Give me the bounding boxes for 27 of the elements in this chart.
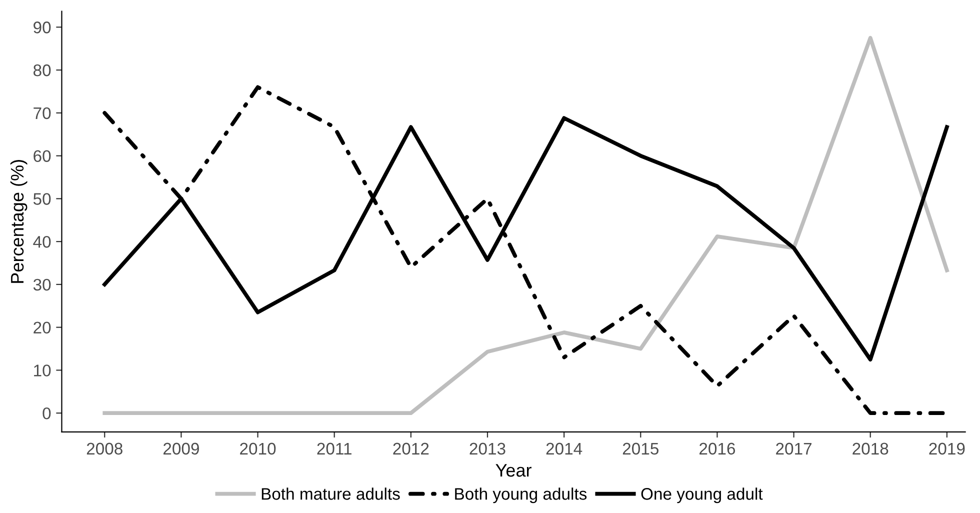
y-tick-label: 50 [33, 193, 51, 205]
x-tick-label: 2011 [317, 442, 352, 455]
legend-label: Both mature adults [262, 488, 400, 500]
y-tick-label: 40 [33, 236, 51, 248]
y-tick-label: 20 [34, 322, 51, 334]
x-tick-label: 2010 [240, 442, 276, 455]
y-axis-title: Percentage (%) [10, 160, 28, 283]
x-tick-label: 2008 [86, 442, 122, 455]
x-tick-label: 2009 [163, 442, 199, 455]
y-tick-label: 0 [42, 407, 51, 420]
legend-label: One young adult [641, 488, 763, 504]
x-tick-label: 2016 [700, 442, 736, 455]
y-tick-label: 80 [34, 64, 51, 76]
x-tick-label: 2015 [622, 442, 658, 455]
x-tick-label: 2012 [393, 442, 429, 455]
y-tick-label: 70 [34, 107, 51, 120]
x-tick-label: 2013 [470, 442, 506, 455]
y-tick-label: 30 [33, 278, 51, 291]
y-tick-label: 10 [34, 364, 51, 376]
x-tick-label: 2018 [852, 442, 888, 455]
x-tick-label: 2017 [776, 442, 812, 455]
x-axis-title: Year [496, 464, 532, 477]
y-tick-label: 60 [34, 150, 51, 162]
x-tick-label: 2019 [929, 442, 965, 455]
legend-label: Both young adults [455, 488, 587, 504]
y-tick-label: 90 [34, 22, 51, 34]
x-tick-label: 2014 [546, 442, 582, 455]
